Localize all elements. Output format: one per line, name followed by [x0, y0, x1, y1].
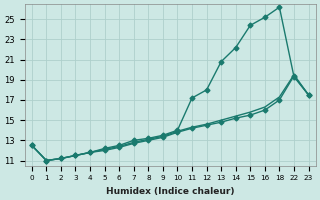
X-axis label: Humidex (Indice chaleur): Humidex (Indice chaleur) [106, 187, 235, 196]
